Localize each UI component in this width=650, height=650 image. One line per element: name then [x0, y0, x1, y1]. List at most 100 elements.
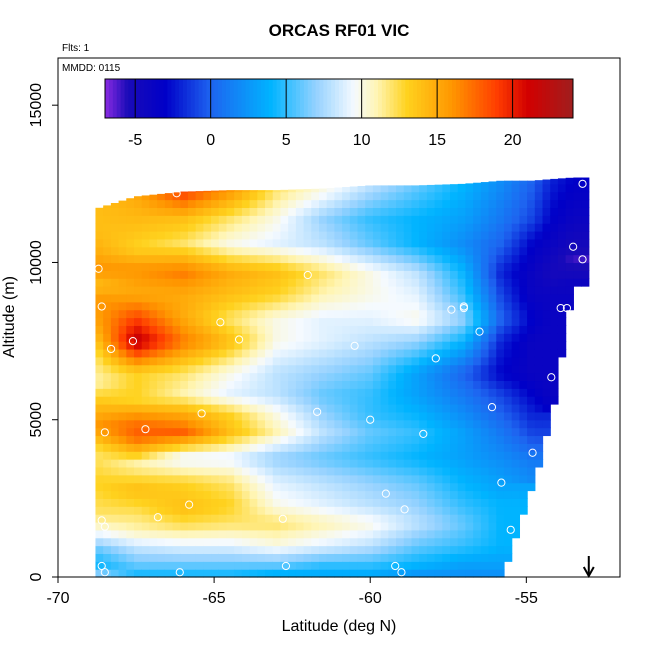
heatmap-cell	[180, 286, 189, 295]
heatmap-cell	[419, 356, 428, 366]
heatmap-cell	[357, 372, 366, 382]
heatmap-cell	[419, 364, 428, 374]
heatmap-cell	[511, 364, 521, 374]
heatmap-cell	[288, 356, 297, 366]
heatmap-cell	[164, 529, 174, 539]
sample-point	[281, 561, 291, 571]
heatmap-cell	[234, 348, 243, 358]
heatmap-cell	[134, 521, 143, 531]
heatmap-cell	[480, 231, 490, 240]
heatmap-cell	[396, 404, 405, 413]
heatmap-cell	[164, 443, 174, 452]
heatmap-cell	[442, 184, 451, 193]
heatmap-cell	[195, 317, 204, 326]
heatmap-cell	[149, 317, 158, 326]
heatmap-cell	[211, 301, 220, 311]
colorbar-segment	[495, 79, 500, 118]
heatmap-cell	[365, 443, 374, 452]
heatmap-cell	[311, 498, 320, 507]
heatmap-cell	[519, 451, 528, 460]
heatmap-cell	[280, 325, 289, 334]
heatmap-cell	[257, 545, 266, 555]
heatmap-cell	[95, 348, 104, 358]
heatmap-cell	[388, 254, 397, 264]
heatmap-cell	[434, 223, 443, 232]
heatmap-cell	[211, 506, 220, 515]
heatmap-cell	[241, 529, 251, 539]
heatmap-cell	[488, 521, 497, 531]
heatmap-cell	[550, 254, 559, 264]
heatmap-cell	[581, 238, 590, 248]
heatmap-cell	[249, 190, 258, 193]
heatmap-cell	[203, 404, 212, 413]
heatmap-cell	[380, 466, 389, 476]
heatmap-cell	[257, 254, 266, 264]
heatmap-cell	[396, 529, 405, 539]
heatmap-cell	[457, 561, 467, 570]
heatmap-cell	[349, 341, 359, 350]
heatmap-cell	[288, 301, 297, 311]
heatmap-cell	[110, 521, 120, 531]
heatmap-cell	[95, 451, 104, 460]
heatmap-cell	[141, 278, 151, 287]
heatmap-cell	[503, 529, 513, 539]
colorbar-segment	[565, 79, 570, 118]
heatmap-cell	[195, 435, 204, 444]
heatmap-cell	[134, 341, 143, 350]
heatmap-cell	[534, 325, 544, 334]
heatmap-cell	[249, 396, 258, 405]
heatmap-cell	[149, 348, 158, 358]
heatmap-cell	[488, 474, 497, 484]
heatmap-cell	[419, 254, 428, 264]
heatmap-cell	[342, 286, 351, 295]
heatmap-cell	[103, 506, 112, 515]
heatmap-cell	[180, 207, 189, 216]
heatmap-cell	[141, 286, 151, 295]
heatmap-cell	[411, 521, 420, 531]
heatmap-cell	[457, 191, 467, 201]
heatmap-cell	[434, 411, 443, 421]
heatmap-cell	[372, 545, 382, 555]
heatmap-cell	[457, 278, 467, 287]
heatmap-cell	[195, 521, 204, 531]
heatmap-cell	[257, 380, 266, 389]
heatmap-cell	[434, 404, 443, 413]
heatmap-cell	[265, 443, 274, 452]
heatmap-cell	[396, 231, 405, 240]
heatmap-cell	[211, 309, 220, 319]
heatmap-cell	[334, 270, 343, 279]
heatmap-cell	[480, 333, 490, 342]
heatmap-cell	[357, 262, 366, 271]
heatmap-cell	[473, 490, 482, 499]
heatmap-cell	[180, 262, 189, 271]
heatmap-cell	[211, 569, 220, 578]
heatmap-cell	[388, 427, 397, 437]
heatmap-cell	[241, 286, 251, 295]
colorbar-segment	[311, 79, 317, 118]
colorbar-segment	[459, 79, 465, 118]
heatmap-cell	[450, 451, 459, 460]
heatmap-cell	[257, 427, 266, 437]
heatmap-cell	[164, 451, 174, 460]
heatmap-cell	[496, 207, 505, 216]
heatmap-cell	[503, 223, 513, 232]
heatmap-cell	[457, 521, 467, 531]
heatmap-cell	[195, 333, 204, 342]
sample-point	[303, 270, 312, 280]
heatmap-cell	[211, 490, 220, 499]
heatmap-cell	[180, 325, 189, 334]
colorbar-segment	[541, 79, 547, 118]
colorbar-segment	[124, 79, 129, 118]
heatmap-cell	[442, 309, 451, 319]
heatmap-cell	[342, 348, 351, 358]
heatmap-cell	[303, 529, 312, 539]
heatmap-cell	[380, 545, 389, 555]
heatmap-cell	[426, 443, 436, 452]
heatmap-cell	[457, 309, 467, 319]
heatmap-cell	[249, 309, 258, 319]
heatmap-cell	[326, 561, 336, 570]
heatmap-cell	[272, 451, 282, 460]
heatmap-cell	[164, 521, 174, 531]
heatmap-cell	[450, 348, 459, 358]
heatmap-cell	[488, 238, 497, 248]
